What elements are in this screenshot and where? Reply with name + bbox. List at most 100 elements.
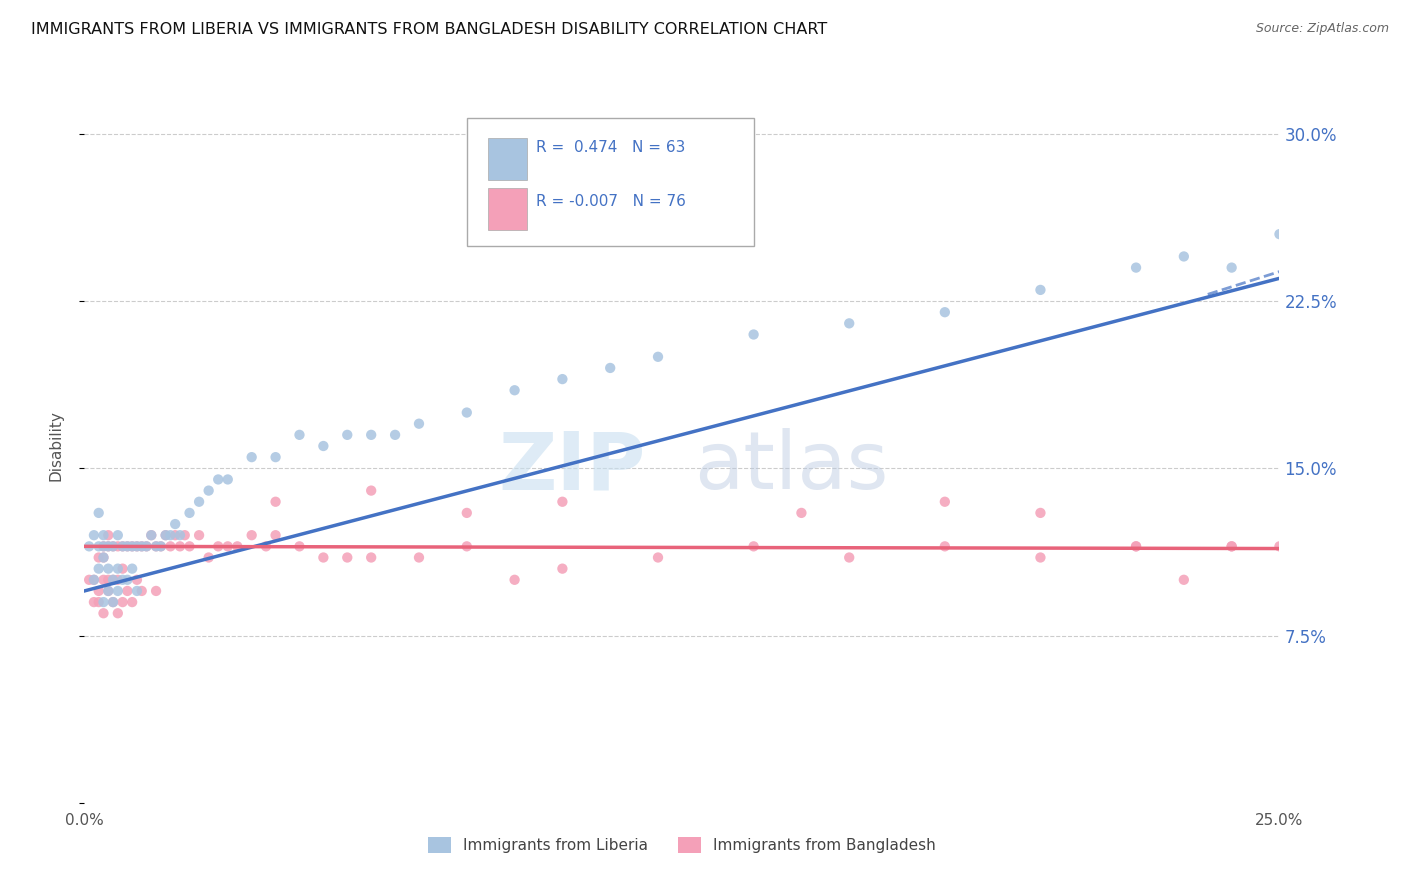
Point — [551, 372, 574, 386]
Point — [111, 573, 134, 587]
Point — [240, 450, 263, 464]
Point — [125, 583, 148, 598]
Point — [145, 539, 167, 553]
Point — [217, 473, 239, 487]
Point — [197, 483, 219, 498]
Point — [838, 550, 860, 565]
FancyBboxPatch shape — [467, 118, 754, 246]
Point — [87, 506, 110, 520]
Point — [97, 583, 120, 598]
Point — [107, 573, 129, 587]
Point — [121, 539, 143, 553]
Point — [288, 427, 311, 442]
Point — [207, 539, 229, 553]
Y-axis label: Disability: Disability — [49, 410, 63, 482]
Text: IMMIGRANTS FROM LIBERIA VS IMMIGRANTS FROM BANGLADESH DISABILITY CORRELATION CHA: IMMIGRANTS FROM LIBERIA VS IMMIGRANTS FR… — [31, 22, 827, 37]
Point — [1029, 283, 1052, 297]
Point — [1220, 539, 1243, 553]
Point — [111, 595, 134, 609]
Point — [83, 573, 105, 587]
Point — [83, 595, 105, 609]
Point — [87, 562, 110, 576]
Point — [312, 550, 335, 565]
Point — [145, 583, 167, 598]
Point — [360, 550, 382, 565]
Text: ZIP: ZIP — [499, 428, 647, 507]
Point — [77, 539, 100, 553]
Point — [93, 550, 115, 565]
Point — [97, 562, 120, 576]
Point — [107, 539, 129, 553]
Legend: Immigrants from Liberia, Immigrants from Bangladesh: Immigrants from Liberia, Immigrants from… — [422, 831, 942, 859]
Point — [101, 539, 124, 553]
Point — [131, 539, 153, 553]
Point — [135, 539, 157, 553]
Point — [93, 607, 115, 621]
Point — [312, 439, 335, 453]
Point — [111, 562, 134, 576]
Point — [93, 539, 115, 553]
Point — [131, 583, 153, 598]
Point — [125, 573, 148, 587]
Point — [135, 539, 157, 553]
Point — [456, 405, 478, 419]
Point — [121, 595, 143, 609]
Point — [647, 550, 669, 565]
Point — [1125, 539, 1147, 553]
Point — [288, 539, 311, 553]
Point — [360, 483, 382, 498]
Point — [264, 450, 287, 464]
Point — [111, 539, 134, 553]
Point — [77, 573, 100, 587]
Point — [83, 573, 105, 587]
Point — [165, 516, 187, 531]
Point — [384, 427, 406, 442]
Point — [165, 528, 187, 542]
Point — [145, 539, 167, 553]
Point — [97, 528, 120, 542]
Point — [360, 427, 382, 442]
Text: R =  0.474   N = 63: R = 0.474 N = 63 — [536, 140, 686, 155]
Point — [551, 494, 574, 508]
Point — [117, 539, 139, 553]
Point — [117, 539, 139, 553]
Point — [107, 528, 129, 542]
Point — [87, 550, 110, 565]
Point — [117, 583, 139, 598]
Point — [125, 539, 148, 553]
Point — [101, 573, 124, 587]
Point — [87, 583, 110, 598]
Point — [934, 494, 956, 508]
Point — [408, 417, 430, 431]
Point — [101, 595, 124, 609]
Point — [125, 539, 148, 553]
Point — [934, 539, 956, 553]
Point — [240, 528, 263, 542]
Point — [1125, 260, 1147, 275]
Text: R = -0.007   N = 76: R = -0.007 N = 76 — [536, 194, 686, 210]
Point — [188, 528, 211, 542]
Point — [149, 539, 172, 553]
Point — [121, 539, 143, 553]
Point — [93, 528, 115, 542]
Point — [83, 528, 105, 542]
Point — [336, 550, 359, 565]
Point — [1220, 539, 1243, 553]
Point — [1173, 573, 1195, 587]
Point — [97, 539, 120, 553]
Point — [159, 528, 181, 542]
Point — [695, 171, 717, 186]
Point — [742, 327, 765, 342]
Point — [1173, 249, 1195, 264]
Point — [934, 305, 956, 319]
Point — [1029, 550, 1052, 565]
Point — [254, 539, 277, 553]
Point — [97, 539, 120, 553]
Point — [1029, 506, 1052, 520]
Point — [336, 427, 359, 442]
Text: atlas: atlas — [695, 428, 889, 507]
Point — [599, 360, 621, 375]
Point — [87, 595, 110, 609]
Point — [1268, 227, 1291, 241]
Point — [97, 583, 120, 598]
